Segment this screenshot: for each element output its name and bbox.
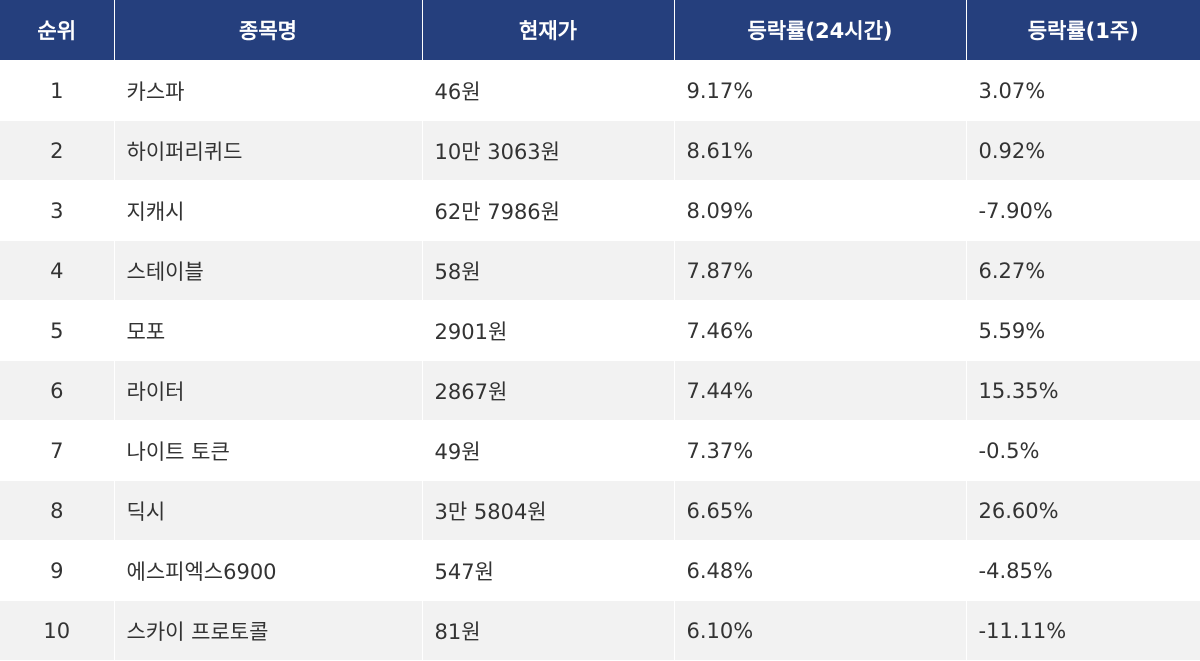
cell-name: 카스파 [114, 60, 423, 121]
cell-change-1w: -7.90% [966, 180, 1200, 241]
cell-change-24h: 7.87% [674, 240, 967, 301]
cell-price: 2867원 [422, 360, 675, 421]
header-price[interactable]: 현재가 [422, 0, 675, 61]
cell-change-1w: 3.07% [966, 60, 1200, 121]
table-row: 9 에스피엑스6900 547원 6.48% -4.85% [0, 540, 1200, 601]
cell-price: 3만 5804원 [422, 480, 675, 541]
cell-change-24h: 7.44% [674, 360, 967, 421]
cell-change-24h: 8.09% [674, 180, 967, 241]
cell-price: 58원 [422, 240, 675, 301]
table-row: 6 라이터 2867원 7.44% 15.35% [0, 360, 1200, 421]
table-row: 7 나이트 토큰 49원 7.37% -0.5% [0, 420, 1200, 481]
table-row: 4 스테이블 58원 7.87% 6.27% [0, 240, 1200, 301]
table-row: 3 지캐시 62만 7986원 8.09% -7.90% [0, 180, 1200, 241]
cell-change-1w: -0.5% [966, 420, 1200, 481]
cell-price: 547원 [422, 540, 675, 601]
cell-change-1w: 5.59% [966, 300, 1200, 361]
table-row: 2 하이퍼리퀴드 10만 3063원 8.61% 0.92% [0, 120, 1200, 181]
cell-rank: 7 [0, 420, 115, 481]
cell-change-1w: 6.27% [966, 240, 1200, 301]
cell-name: 라이터 [114, 360, 423, 421]
cell-rank: 5 [0, 300, 115, 361]
cell-price: 62만 7986원 [422, 180, 675, 241]
cell-name: 하이퍼리퀴드 [114, 120, 423, 181]
cell-rank: 4 [0, 240, 115, 301]
table-body: 1 카스파 46원 9.17% 3.07% 2 하이퍼리퀴드 10만 3063원… [0, 60, 1200, 661]
table-row: 5 모포 2901원 7.46% 5.59% [0, 300, 1200, 361]
cell-name: 에스피엑스6900 [114, 540, 423, 601]
cell-name: 스카이 프로토콜 [114, 600, 423, 661]
table-row: 10 스카이 프로토콜 81원 6.10% -11.11% [0, 600, 1200, 661]
cell-rank: 10 [0, 600, 115, 661]
cell-rank: 2 [0, 120, 115, 181]
cell-rank: 1 [0, 60, 115, 121]
cell-rank: 8 [0, 480, 115, 541]
header-change-24h[interactable]: 등락률(24시간) [674, 0, 967, 61]
cell-rank: 9 [0, 540, 115, 601]
cell-price: 2901원 [422, 300, 675, 361]
cell-name: 딕시 [114, 480, 423, 541]
header-rank[interactable]: 순위 [0, 0, 115, 61]
header-row: 순위 종목명 현재가 등락률(24시간) 등락률(1주) [0, 0, 1200, 61]
cell-price: 10만 3063원 [422, 120, 675, 181]
cell-change-24h: 6.65% [674, 480, 967, 541]
cell-name: 모포 [114, 300, 423, 361]
cell-name: 지캐시 [114, 180, 423, 241]
cell-change-24h: 6.10% [674, 600, 967, 661]
cell-price: 46원 [422, 60, 675, 121]
cell-change-24h: 7.37% [674, 420, 967, 481]
cell-rank: 6 [0, 360, 115, 421]
table-row: 8 딕시 3만 5804원 6.65% 26.60% [0, 480, 1200, 541]
cell-rank: 3 [0, 180, 115, 241]
cell-price: 49원 [422, 420, 675, 481]
header-name[interactable]: 종목명 [114, 0, 423, 61]
cell-change-24h: 6.48% [674, 540, 967, 601]
table-row: 1 카스파 46원 9.17% 3.07% [0, 60, 1200, 121]
cell-change-24h: 7.46% [674, 300, 967, 361]
cell-change-1w: 26.60% [966, 480, 1200, 541]
header-change-1w[interactable]: 등락률(1주) [966, 0, 1200, 61]
cell-name: 스테이블 [114, 240, 423, 301]
cell-change-1w: 0.92% [966, 120, 1200, 181]
cell-change-1w: 15.35% [966, 360, 1200, 421]
cell-change-24h: 8.61% [674, 120, 967, 181]
table-header: 순위 종목명 현재가 등락률(24시간) 등락률(1주) [0, 0, 1200, 61]
cell-name: 나이트 토큰 [114, 420, 423, 481]
cell-change-1w: -11.11% [966, 600, 1200, 661]
cell-change-1w: -4.85% [966, 540, 1200, 601]
cell-change-24h: 9.17% [674, 60, 967, 121]
cell-price: 81원 [422, 600, 675, 661]
